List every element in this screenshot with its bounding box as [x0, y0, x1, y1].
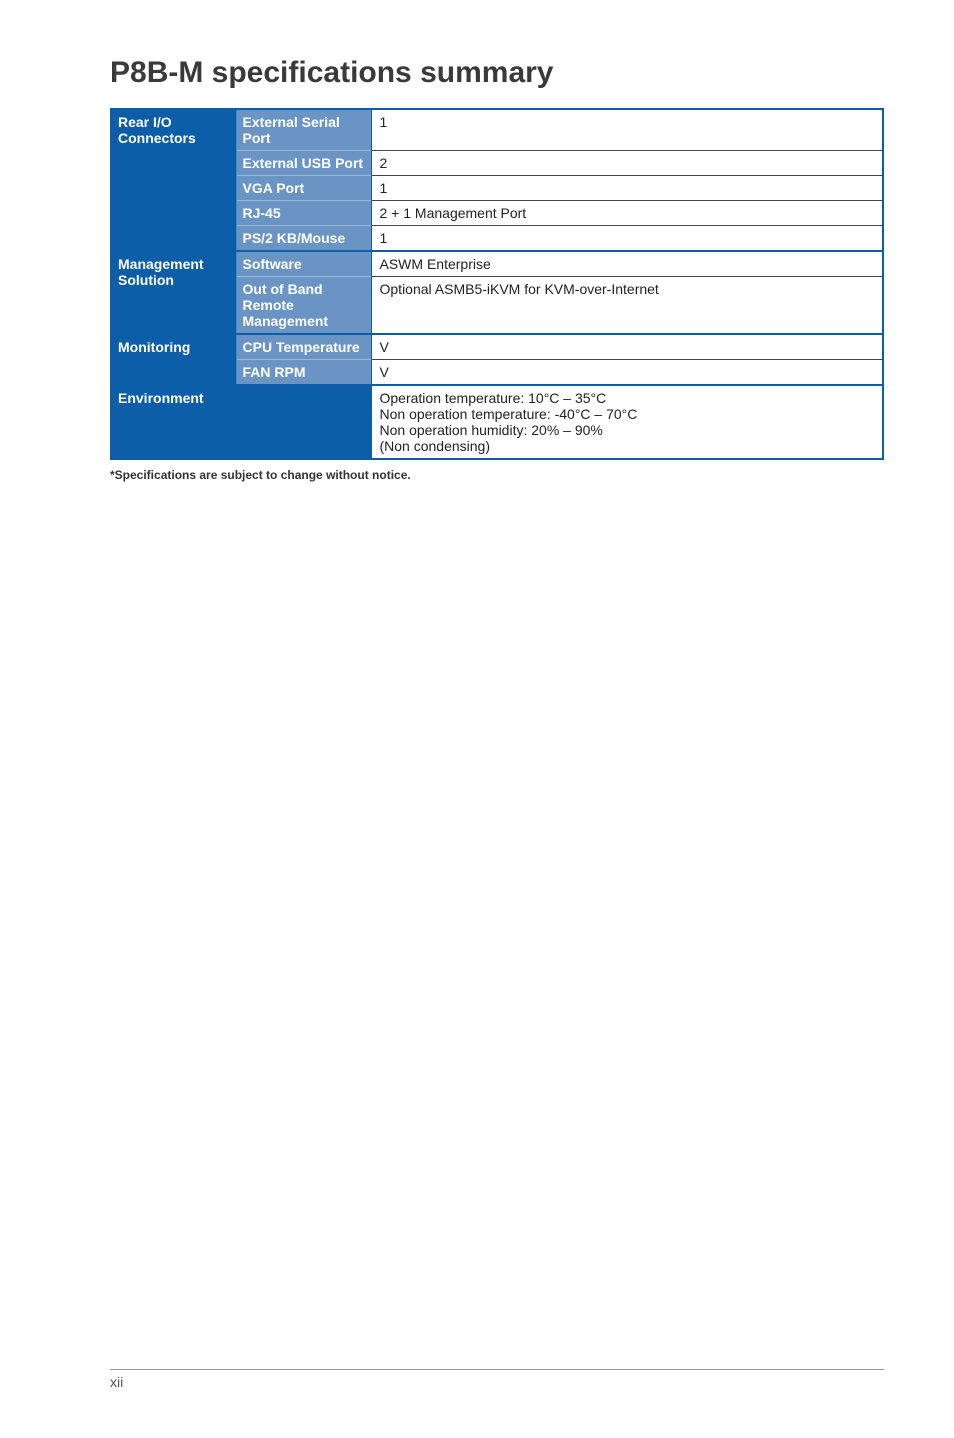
subcategory-cell: Out of Band Remote Management — [236, 277, 371, 335]
value-cell: V — [371, 360, 883, 386]
environment-line: Operation temperature: 10°C – 35°C — [380, 390, 607, 406]
table-row: Management SolutionSoftwareASWM Enterpri… — [111, 251, 883, 277]
value-cell: V — [371, 334, 883, 360]
environment-value: Operation temperature: 10°C – 35°CNon op… — [371, 385, 883, 459]
page-footer: xii — [110, 1369, 884, 1390]
subcategory-cell: RJ-45 — [236, 201, 371, 226]
spec-footnote: *Specifications are subject to change wi… — [110, 468, 884, 482]
environment-line: (Non condensing) — [380, 438, 491, 454]
value-cell: ASWM Enterprise — [371, 251, 883, 277]
spec-table: Rear I/O ConnectorsExternal Serial Port1… — [110, 108, 884, 460]
subcategory-cell: FAN RPM — [236, 360, 371, 386]
value-cell: 2 + 1 Management Port — [371, 201, 883, 226]
table-row: EnvironmentOperation temperature: 10°C –… — [111, 385, 883, 459]
value-cell: 1 — [371, 226, 883, 252]
subcategory-cell: CPU Temperature — [236, 334, 371, 360]
page-number: xii — [110, 1374, 123, 1390]
subcategory-cell: External USB Port — [236, 151, 371, 176]
category-cell: Management Solution — [111, 251, 236, 334]
environment-line: Non operation humidity: 20% – 90% — [380, 422, 603, 438]
subcategory-cell: VGA Port — [236, 176, 371, 201]
subcategory-cell: External Serial Port — [236, 109, 371, 151]
environment-label: Environment — [111, 385, 371, 459]
value-cell: 2 — [371, 151, 883, 176]
table-row: MonitoringCPU TemperatureV — [111, 334, 883, 360]
category-cell: Rear I/O Connectors — [111, 109, 236, 251]
value-cell: 1 — [371, 109, 883, 151]
subcategory-cell: PS/2 KB/Mouse — [236, 226, 371, 252]
page-title: P8B-M specifications summary — [110, 56, 884, 90]
category-cell: Monitoring — [111, 334, 236, 385]
value-cell: 1 — [371, 176, 883, 201]
environment-line: Non operation temperature: -40°C – 70°C — [380, 406, 638, 422]
table-row: Rear I/O ConnectorsExternal Serial Port1 — [111, 109, 883, 151]
value-cell: Optional ASMB5-iKVM for KVM-over-Interne… — [371, 277, 883, 335]
subcategory-cell: Software — [236, 251, 371, 277]
